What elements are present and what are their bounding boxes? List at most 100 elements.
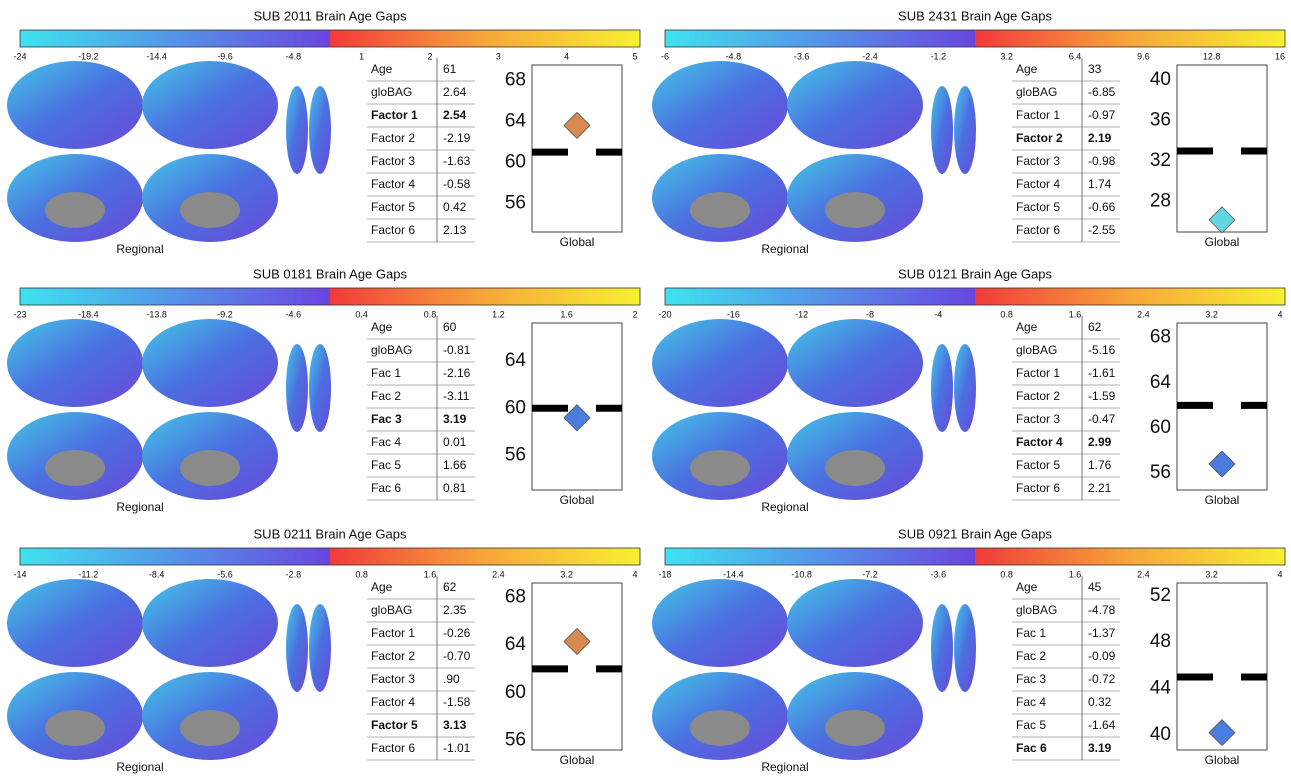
brain-dorsal — [954, 344, 976, 432]
table-cell: 3.19 — [443, 412, 467, 426]
table-cell: .90 — [443, 672, 460, 686]
table-cell: Factor 3 — [1016, 412, 1060, 426]
table-cell: Factor 5 — [1016, 200, 1060, 214]
brain-view — [787, 61, 923, 149]
panel: SUB 0211 Brain Age Gaps-14-11.2-8.4-5.6-… — [7, 526, 640, 774]
table-cell: Fac 6 — [371, 481, 401, 495]
table-cell: 1.76 — [1088, 458, 1112, 472]
colorbar-positive — [330, 288, 640, 305]
brain-dorsal — [931, 344, 953, 432]
y-tick-label: 60 — [505, 682, 526, 703]
table-cell: gloBAG — [1016, 85, 1057, 99]
colorbar-negative — [20, 548, 330, 565]
brain-view — [652, 319, 788, 407]
colorbar-tick-label: 4 — [564, 51, 569, 61]
table-cell: 2.64 — [443, 85, 467, 99]
panel-title: SUB 0921 Brain Age Gaps — [898, 526, 1052, 541]
table-cell: -0.81 — [443, 343, 471, 357]
regional-label: Regional — [116, 242, 163, 256]
brain-midline — [45, 192, 105, 228]
brain-dorsal — [286, 604, 308, 692]
panel: SUB 2011 Brain Age Gaps-24-19.2-14.4-9.6… — [7, 8, 640, 256]
table-cell: 62 — [443, 580, 457, 594]
table-cell: Age — [1016, 62, 1038, 76]
panel-title: SUB 0181 Brain Age Gaps — [253, 266, 407, 281]
colorbar-tick-label: 6.4 — [1069, 51, 1082, 61]
colorbar-tick-label: -8.4 — [149, 569, 165, 579]
table-cell: Factor 6 — [371, 741, 415, 755]
y-tick-label: 56 — [1150, 462, 1171, 483]
table-cell: Fac 1 — [1016, 626, 1046, 640]
table-cell: 2.99 — [1088, 435, 1112, 449]
table-cell: Factor 6 — [1016, 223, 1060, 237]
brain-dorsal — [286, 86, 308, 174]
colorbar-tick-label: -7.2 — [862, 569, 878, 579]
table-cell: -0.66 — [1088, 200, 1116, 214]
colorbar-tick-label: -2.4 — [862, 51, 878, 61]
y-tick-label: 56 — [505, 192, 526, 213]
colorbar-tick-label: 4 — [1277, 309, 1282, 319]
table-cell: Factor 4 — [371, 695, 415, 709]
brain-midline — [690, 192, 750, 228]
table-cell: Fac 4 — [1016, 695, 1046, 709]
colorbar-tick-label: -1.2 — [931, 51, 947, 61]
table-cell: 1.74 — [1088, 177, 1112, 191]
brain-dorsal — [931, 604, 953, 692]
table-cell: Factor 4 — [1016, 435, 1063, 449]
table-cell: 0.42 — [443, 200, 467, 214]
brain-dorsal — [309, 604, 331, 692]
brain-midline — [690, 450, 750, 486]
colorbar-tick-label: 0.4 — [355, 309, 368, 319]
table-cell: 62 — [1088, 320, 1102, 334]
colorbar-tick-label: -9.6 — [217, 51, 233, 61]
table-cell: Age — [371, 62, 393, 76]
colorbar-tick-label: 4 — [632, 569, 637, 579]
colorbar-tick-label: -3.6 — [794, 51, 810, 61]
regional-label: Regional — [761, 242, 808, 256]
table-cell: -2.55 — [1088, 223, 1116, 237]
colorbar-tick-label: 16 — [1275, 51, 1285, 61]
colorbar-tick-label: -4 — [934, 309, 942, 319]
table-cell: 2.35 — [443, 603, 467, 617]
brain-midline — [825, 192, 885, 228]
table-cell: Age — [371, 580, 393, 594]
global-label: Global — [560, 493, 595, 507]
table-cell: 0.81 — [443, 481, 467, 495]
colorbar-tick-label: 1.2 — [492, 309, 505, 319]
brain-view — [652, 579, 788, 667]
table-cell: Factor 3 — [371, 672, 415, 686]
table-cell: -3.11 — [443, 389, 470, 403]
global-label: Global — [560, 753, 595, 767]
y-tick-label: 60 — [505, 397, 526, 418]
brain-view — [142, 61, 278, 149]
table-cell: -0.98 — [1088, 154, 1116, 168]
colorbar-tick-label: -4.6 — [286, 309, 302, 319]
table-cell: -2.16 — [443, 366, 471, 380]
y-tick-label: 28 — [1150, 191, 1171, 212]
colorbar-tick-label: 2.4 — [1137, 569, 1150, 579]
colorbar-positive — [330, 30, 640, 47]
colorbar-negative — [665, 548, 975, 565]
table-cell: Factor 5 — [1016, 458, 1060, 472]
colorbar-tick-label: -14.4 — [146, 51, 167, 61]
colorbar-tick-label: 3.2 — [1205, 569, 1218, 579]
table-cell: Factor 5 — [371, 200, 415, 214]
table-cell: Factor 6 — [1016, 481, 1060, 495]
y-tick-label: 64 — [1150, 372, 1172, 393]
brain-dorsal — [286, 344, 308, 432]
regional-label: Regional — [116, 760, 163, 774]
brain-view — [7, 579, 143, 667]
colorbar-negative — [665, 288, 975, 305]
table-cell: 2.54 — [443, 108, 467, 122]
brain-view — [787, 319, 923, 407]
brain-midline — [690, 710, 750, 746]
colorbar-tick-label: 2 — [632, 309, 637, 319]
y-tick-label: 56 — [505, 729, 526, 750]
table-cell: gloBAG — [371, 603, 412, 617]
table-cell: Age — [371, 320, 393, 334]
brain-midline — [825, 710, 885, 746]
y-tick-label: 56 — [505, 445, 526, 466]
colorbar-tick-label: 2.4 — [1137, 309, 1150, 319]
colorbar-positive — [975, 30, 1285, 47]
colorbar-tick-label: -9.2 — [217, 309, 233, 319]
